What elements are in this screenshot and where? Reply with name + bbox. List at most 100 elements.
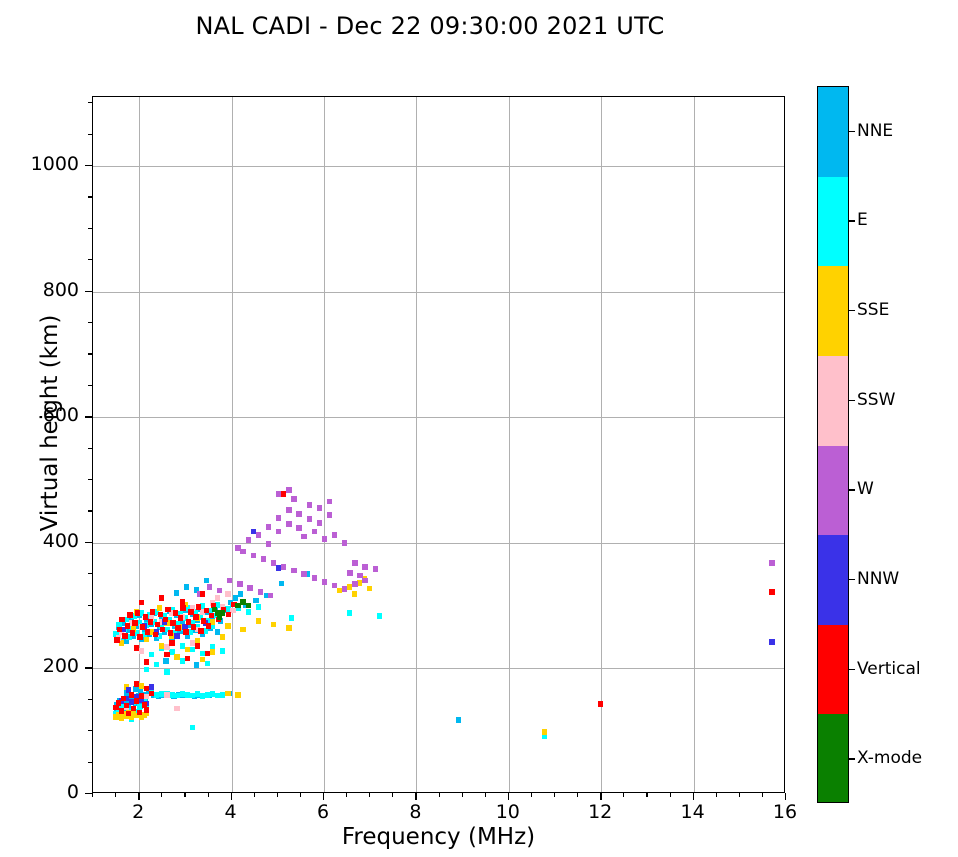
x-axis-label: Frequency (MHz) (341, 824, 536, 850)
data-mark (143, 636, 150, 643)
data-mark (196, 591, 202, 598)
x-tick-minor (276, 793, 278, 797)
x-tick (415, 793, 417, 800)
y-tick (85, 541, 92, 544)
data-mark (143, 666, 150, 673)
data-mark (362, 577, 368, 584)
x-tick-minor (646, 793, 648, 797)
data-mark (123, 695, 129, 702)
data-mark (113, 631, 119, 637)
data-mark (331, 532, 338, 539)
data-mark (215, 629, 221, 635)
data-mark (141, 696, 147, 703)
data-mark (174, 654, 180, 660)
y-tick-minor (88, 698, 92, 700)
data-mark (184, 632, 190, 639)
y-tick-label: 0 (66, 781, 79, 803)
data-mark (169, 610, 175, 616)
data-mark (144, 629, 151, 635)
gridline-horizontal (93, 542, 784, 544)
data-mark (286, 487, 292, 493)
data-mark (231, 601, 237, 608)
data-mark (221, 606, 227, 613)
data-mark (149, 615, 155, 621)
colorbar-label-nne: NNE (857, 120, 894, 141)
data-mark (215, 692, 221, 699)
data-mark (210, 619, 216, 625)
gridline-vertical (693, 97, 695, 792)
data-mark (149, 629, 155, 635)
x-tick-minor (253, 793, 255, 797)
data-mark (286, 521, 292, 527)
data-mark (276, 565, 282, 571)
data-mark (130, 705, 137, 712)
data-mark (203, 607, 209, 614)
x-tick-minor (207, 793, 209, 797)
colorbar-tick (849, 399, 855, 402)
y-tick-minor (88, 447, 92, 449)
y-tick-minor (88, 573, 92, 575)
data-mark (346, 610, 353, 616)
data-mark (163, 658, 169, 664)
data-mark (160, 626, 166, 633)
data-mark (352, 581, 358, 588)
data-mark (204, 691, 211, 698)
colorbar-label-sse: SSE (857, 300, 890, 321)
data-mark (304, 571, 310, 578)
data-mark (142, 614, 148, 620)
data-mark (193, 662, 200, 669)
data-mark (245, 537, 251, 544)
data-mark (128, 695, 134, 702)
data-mark (194, 691, 201, 697)
data-mark (116, 621, 122, 628)
x-tick (785, 793, 787, 800)
x-tick-minor (92, 793, 94, 797)
data-mark (159, 691, 165, 697)
data-mark (174, 632, 180, 639)
data-mark (177, 610, 183, 617)
y-tick (85, 290, 92, 293)
x-tick (230, 793, 232, 800)
data-mark (156, 605, 163, 611)
data-mark (185, 619, 191, 625)
data-mark (210, 602, 217, 609)
data-mark (141, 702, 147, 708)
data-mark (167, 630, 174, 637)
data-mark (123, 638, 129, 645)
data-mark (301, 533, 307, 540)
data-mark (316, 505, 323, 512)
data-mark (199, 656, 206, 663)
data-mark (130, 711, 137, 718)
data-mark (542, 733, 548, 740)
data-mark (133, 712, 140, 719)
data-mark (161, 612, 168, 619)
data-mark (286, 507, 292, 513)
colorbar-segment-sse (818, 266, 848, 356)
data-mark (347, 570, 353, 576)
y-tick-minor (88, 133, 92, 135)
data-mark (122, 632, 128, 639)
data-mark (372, 566, 378, 573)
y-tick-minor (88, 510, 92, 512)
data-mark (120, 620, 127, 627)
data-mark (211, 606, 218, 613)
data-mark (179, 691, 185, 697)
data-mark (184, 691, 190, 698)
data-mark (133, 698, 140, 704)
y-tick (85, 416, 92, 418)
colorbar-segment-x-mode (818, 714, 848, 802)
data-mark (159, 622, 165, 629)
gridline-vertical (231, 97, 233, 792)
colorbar-tick (849, 220, 855, 222)
data-mark (203, 577, 210, 584)
data-mark (235, 691, 241, 698)
data-mark (238, 591, 244, 598)
x-tick-label: 12 (588, 801, 613, 823)
x-tick-minor (554, 793, 556, 797)
data-mark (247, 585, 253, 591)
x-tick-minor (669, 793, 671, 797)
data-mark (143, 693, 150, 700)
data-mark (173, 590, 179, 596)
data-mark (138, 610, 145, 616)
data-mark (154, 691, 160, 698)
